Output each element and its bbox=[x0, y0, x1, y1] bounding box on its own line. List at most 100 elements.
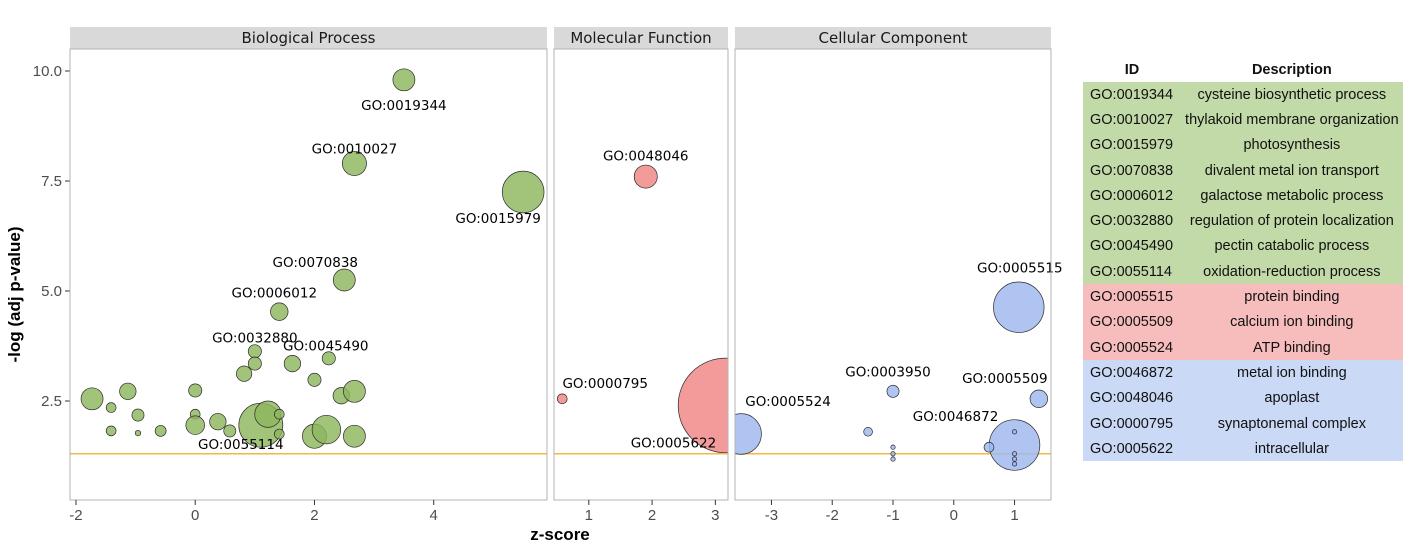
table-row: GO:0070838 divalent metal ion transport bbox=[1083, 157, 1403, 184]
point-label-go-0006012: GO:0006012 bbox=[232, 286, 318, 302]
go-id-cell: GO:0005515 bbox=[1090, 289, 1174, 306]
bubble bbox=[273, 428, 285, 440]
go-description-cell: pectin catabolic process bbox=[1214, 238, 1370, 255]
go-description-cell: intracellular bbox=[1254, 440, 1329, 457]
y-tick-label: 2.5 bbox=[41, 393, 62, 410]
point-label-go-0005509: GO:0005509 bbox=[962, 371, 1048, 387]
table-row: GO:0005515 protein binding bbox=[1083, 284, 1403, 310]
bubble-go-0032880 bbox=[247, 344, 262, 359]
bubble bbox=[105, 425, 117, 437]
x-tick-label: -3 bbox=[765, 507, 778, 524]
panel-strip-label: Biological Process bbox=[242, 29, 376, 47]
y-tick-label: 7.5 bbox=[41, 173, 62, 190]
panel-strip bbox=[554, 27, 728, 49]
panel-cellular-component: Cellular Component GO:0005515 GO:0005509 GO… bbox=[734, 27, 1063, 524]
table-row: GO:0046872 metal ion binding bbox=[1083, 360, 1403, 386]
x-tick-label: 0 bbox=[950, 507, 958, 524]
point-label-go-0005622: GO:0005622 bbox=[631, 435, 717, 451]
bubble-go-0003950 bbox=[886, 384, 900, 398]
go-bubble-chart: 2.55.07.510.0-log (adj p-value)z-scoreBi… bbox=[5, 27, 1063, 544]
points-group bbox=[556, 164, 728, 454]
go-description-cell: galactose metabolic process bbox=[1200, 187, 1384, 204]
go-description-cell: cysteine biosynthetic process bbox=[1197, 86, 1387, 103]
bubble-go-0019344 bbox=[392, 68, 416, 92]
bubble bbox=[154, 425, 167, 437]
point-label-go-0005524: GO:0005524 bbox=[745, 394, 831, 410]
go-description-cell: photosynthesis bbox=[1243, 137, 1341, 154]
column-header-id: ID bbox=[1083, 58, 1182, 82]
bubble bbox=[890, 456, 896, 462]
bubble-go-0005622 bbox=[677, 357, 728, 454]
go-description-cell: oxidation-reduction process bbox=[1203, 263, 1381, 280]
bubble bbox=[105, 402, 117, 413]
bubble bbox=[283, 355, 302, 373]
panel-strip-label: Molecular Function bbox=[570, 29, 711, 47]
point-label-go-0046872: GO:0046872 bbox=[913, 409, 999, 425]
point-label-go-0032880: GO:0032880 bbox=[212, 330, 298, 346]
table-row: GO:0005509 calcium ion binding bbox=[1083, 309, 1403, 335]
bubble bbox=[343, 424, 366, 448]
x-tick-label: -2 bbox=[826, 507, 839, 524]
table-body: GO:0019344 cysteine biosynthetic process G… bbox=[1083, 82, 1403, 462]
bubble bbox=[209, 413, 227, 431]
table-row: GO:0032880 regulation of protein localiza… bbox=[1083, 208, 1403, 234]
bubble bbox=[1011, 456, 1018, 462]
panel-background bbox=[735, 49, 1051, 500]
bubble bbox=[1011, 451, 1018, 457]
panel-strip bbox=[735, 27, 1051, 49]
go-id-cell: GO:0032880 bbox=[1090, 213, 1174, 230]
go-id-cell: GO:0006012 bbox=[1090, 187, 1174, 204]
table-row: GO:0005622 intracellular bbox=[1083, 436, 1403, 462]
y-tick-label: 10.0 bbox=[33, 63, 62, 80]
x-tick-label: 0 bbox=[191, 507, 199, 524]
bubble bbox=[983, 441, 995, 453]
panel-molecular-function: Molecular Function GO:0048046 GO:0000795 GO… bbox=[553, 27, 729, 524]
y-tick-label: 5.0 bbox=[41, 283, 62, 300]
bubble-go-0005515 bbox=[993, 281, 1045, 333]
point-label-go-0048046: GO:0048046 bbox=[603, 149, 689, 165]
go-description-cell: synaptonemal complex bbox=[1217, 415, 1366, 432]
x-tick-label: 2 bbox=[310, 507, 318, 524]
bubble bbox=[311, 414, 342, 445]
table-row: GO:0006012 galactose metabolic process bbox=[1083, 183, 1403, 209]
go-id-cell: GO:0005622 bbox=[1090, 440, 1174, 457]
table-row: GO:0000795 synaptonemal complex bbox=[1083, 410, 1403, 437]
x-tick-label: -1 bbox=[886, 507, 899, 524]
bubble-go-0015979 bbox=[501, 170, 545, 214]
bubble-go-0005524 bbox=[735, 413, 762, 455]
go-id-cell: GO:0005524 bbox=[1090, 339, 1174, 356]
go-description-cell: calcium ion binding bbox=[1230, 314, 1354, 331]
bubble bbox=[1011, 429, 1018, 435]
go-description-cell: divalent metal ion transport bbox=[1204, 162, 1379, 179]
go-id-cell: GO:0000795 bbox=[1090, 415, 1174, 432]
bubble-go-0005509 bbox=[1029, 389, 1048, 408]
go-id-cell: GO:0048046 bbox=[1090, 390, 1174, 407]
points-group bbox=[80, 68, 545, 449]
bubble-go-0006012 bbox=[270, 302, 289, 321]
table-row: GO:0048046 apoplast bbox=[1083, 385, 1403, 411]
point-label-go-0070838: GO:0070838 bbox=[273, 255, 359, 271]
panel-strip-label: Cellular Component bbox=[819, 29, 968, 47]
go-id-cell: GO:0046872 bbox=[1090, 364, 1174, 381]
point-label-go-0010027: GO:0010027 bbox=[312, 141, 398, 157]
bubble bbox=[863, 427, 873, 437]
go-description-cell: protein binding bbox=[1244, 289, 1340, 306]
bubble bbox=[188, 383, 203, 398]
table-row: GO:0045490 pectin catabolic process bbox=[1083, 233, 1403, 260]
panel-border bbox=[553, 48, 729, 501]
point-label-go-0005515: GO:0005515 bbox=[977, 260, 1063, 276]
go-description-cell: ATP binding bbox=[1253, 339, 1331, 356]
go-description-cell: apoplast bbox=[1264, 390, 1320, 407]
bubble-go-0000795 bbox=[556, 393, 568, 405]
go-description-cell: metal ion binding bbox=[1237, 364, 1347, 381]
point-label-go-0000795: GO:0000795 bbox=[562, 376, 648, 392]
go-description-cell: regulation of protein localization bbox=[1189, 213, 1394, 230]
point-label-go-0015979: GO:0015979 bbox=[455, 211, 541, 227]
go-id-cell: GO:0015979 bbox=[1090, 137, 1174, 154]
bubble bbox=[247, 356, 262, 371]
x-tick-label: 4 bbox=[430, 507, 438, 524]
x-axis-title: z-score bbox=[530, 525, 590, 544]
go-id-cell: GO:0070838 bbox=[1090, 162, 1174, 179]
go-id-cell: GO:0055114 bbox=[1090, 263, 1172, 280]
panel-background bbox=[70, 49, 547, 500]
